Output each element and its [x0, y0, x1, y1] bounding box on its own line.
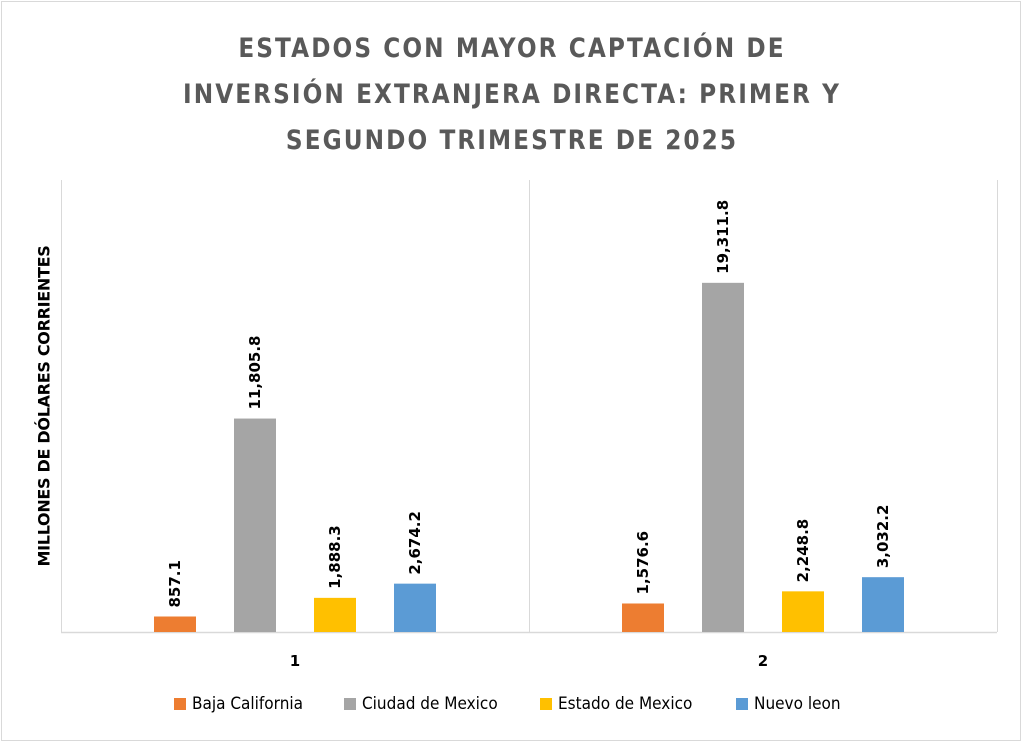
chart-title-line: SEGUNDO TRIMESTRE DE 2025 [285, 125, 739, 156]
data-label: 1,888.3 [326, 525, 344, 589]
bar [394, 583, 436, 632]
legend-label: Estado de Mexico [558, 694, 693, 714]
data-label: 2,248.8 [794, 519, 812, 583]
data-labels: 857.1 11,805.8 1,888.3 2,674.2 1,576.6 19,311… [166, 200, 892, 608]
legend-label: Nuevo leon [753, 694, 841, 714]
bar [234, 418, 276, 632]
axes [61, 180, 998, 634]
legend-swatch [343, 698, 356, 710]
legend-label: Ciudad de Mexico [361, 694, 498, 714]
data-label: 11,805.8 [246, 336, 264, 410]
chart-title-line: ESTADOS CON MAYOR CAPTACIÓN DE [238, 33, 786, 64]
data-label: 2,674.2 [406, 511, 424, 575]
x-tick-label: 1 [290, 652, 300, 670]
data-label: 1,576.6 [634, 531, 652, 595]
bar [154, 616, 196, 632]
chart-title-line: INVERSIÓN EXTRANJERA DIRECTA: PRIMER Y [183, 79, 841, 110]
bar [782, 591, 824, 632]
legend-swatch [540, 698, 553, 710]
data-label: 857.1 [166, 560, 184, 607]
legend: Baja California Ciudad de Mexico Estado de… [0, 694, 1024, 714]
legend-label: Baja California [192, 694, 304, 714]
legend-item: Baja California [174, 694, 315, 714]
x-tick-label: 2 [758, 652, 768, 670]
legend-swatch [735, 698, 748, 710]
legend-swatch [174, 698, 187, 710]
bar [314, 597, 356, 632]
legend-item: Nuevo leon [735, 694, 850, 714]
bar [702, 282, 744, 632]
bar [622, 603, 664, 632]
bar [862, 577, 904, 632]
data-label: 19,311.8 [714, 200, 732, 274]
legend-item: Estado de Mexico [540, 694, 707, 714]
chart-title: ESTADOS CON MAYOR CAPTACIÓN DE INVERSIÓN… [123, 26, 900, 164]
data-label: 3,032.2 [874, 505, 892, 569]
legend-item: Ciudad de Mexico [343, 694, 513, 714]
bars [154, 282, 904, 632]
